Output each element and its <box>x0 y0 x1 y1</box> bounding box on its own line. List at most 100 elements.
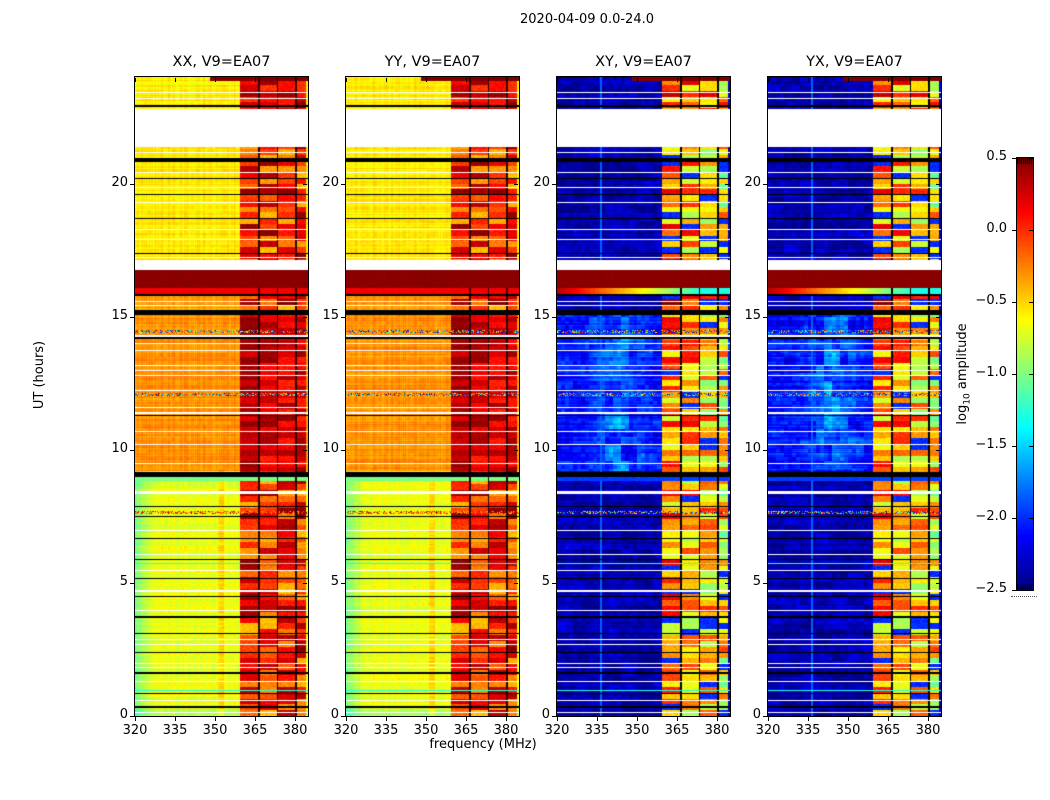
y-tick-label: 0 <box>752 707 761 722</box>
colorbar-tick-mark <box>1012 446 1017 447</box>
y-axis-label: UT (hours) <box>32 341 48 409</box>
x-tick-mark <box>506 717 507 721</box>
y-axis-label-text: UT (hours) <box>32 340 48 410</box>
y-tick-mark-right <box>936 716 940 717</box>
x-tick-mark <box>386 717 387 721</box>
y-tick-mark-right <box>936 583 940 584</box>
x-tick-mark <box>426 717 427 721</box>
x-tick-label: 320 <box>122 723 148 738</box>
colorbar-tick-label: −0.5 <box>975 293 1007 308</box>
y-tick-mark-right <box>514 317 518 318</box>
x-tick-label: 335 <box>373 723 399 738</box>
colorbar-tick-mark-inner <box>1029 590 1033 591</box>
y-tick-label: 0 <box>541 707 550 722</box>
x-tick-mark-top <box>808 78 809 82</box>
x-tick-label: 335 <box>795 723 821 738</box>
colorbar-label-post: amplitude <box>954 323 970 394</box>
y-tick-mark <box>763 317 767 318</box>
x-tick-mark <box>677 717 678 721</box>
y-tick-label: 10 <box>533 441 550 456</box>
y-tick-mark <box>552 716 556 717</box>
x-tick-label: 320 <box>333 723 359 738</box>
y-tick-mark <box>763 184 767 185</box>
colorbar-underflow-dots <box>1011 596 1037 597</box>
x-tick-label: 350 <box>624 723 650 738</box>
x-tick-label: 350 <box>835 723 861 738</box>
heatmap-panel-xx <box>134 76 309 717</box>
colorbar-tick-mark-inner <box>1029 302 1033 303</box>
x-tick-mark <box>717 717 718 721</box>
x-tick-label: 350 <box>413 723 439 738</box>
x-tick-label: 335 <box>162 723 188 738</box>
heatmap-yx-canvas <box>768 77 941 716</box>
y-tick-label: 15 <box>744 308 761 323</box>
colorbar-tick-mark <box>1012 302 1017 303</box>
x-tick-mark-top <box>215 78 216 82</box>
figure-title: 2020-04-09 0.0-24.0 <box>520 12 654 27</box>
x-tick-mark <box>466 717 467 721</box>
y-tick-label: 5 <box>119 574 128 589</box>
y-tick-label: 10 <box>744 441 761 456</box>
y-tick-mark <box>763 716 767 717</box>
y-tick-mark <box>341 184 345 185</box>
y-tick-label: 10 <box>322 441 339 456</box>
x-tick-label: 365 <box>875 723 901 738</box>
x-tick-mark <box>255 717 256 721</box>
x-tick-mark-top <box>637 78 638 82</box>
colorbar-tick-mark-inner <box>1029 518 1033 519</box>
x-tick-mark-top <box>557 78 558 82</box>
y-tick-mark <box>341 450 345 451</box>
x-tick-mark-top <box>928 78 929 82</box>
x-tick-mark <box>808 717 809 721</box>
y-tick-mark-right <box>303 317 307 318</box>
x-tick-label: 335 <box>584 723 610 738</box>
y-tick-label: 15 <box>322 308 339 323</box>
y-tick-mark-right <box>514 583 518 584</box>
y-tick-label: 0 <box>330 707 339 722</box>
y-tick-mark <box>763 583 767 584</box>
y-tick-label: 15 <box>111 308 128 323</box>
colorbar-tick-mark <box>1012 518 1017 519</box>
x-tick-mark-top <box>255 78 256 82</box>
x-tick-mark-top <box>175 78 176 82</box>
y-tick-mark <box>341 716 345 717</box>
colorbar-tick-mark-inner <box>1029 230 1033 231</box>
colorbar-tick-mark <box>1012 590 1017 591</box>
y-tick-label: 5 <box>752 574 761 589</box>
x-tick-label: 380 <box>704 723 730 738</box>
y-tick-mark <box>341 317 345 318</box>
panel-title-xy: XY, V9=EA07 <box>595 54 692 70</box>
x-tick-mark-top <box>135 78 136 82</box>
colorbar-tick-mark-inner <box>1029 158 1033 159</box>
y-tick-mark <box>130 716 134 717</box>
y-tick-mark-right <box>303 716 307 717</box>
colorbar-tick-mark <box>1012 374 1017 375</box>
x-tick-label: 365 <box>664 723 690 738</box>
y-tick-label: 20 <box>744 175 761 190</box>
y-tick-mark-right <box>514 450 518 451</box>
y-tick-label: 10 <box>111 441 128 456</box>
heatmap-xy-canvas <box>557 77 730 716</box>
x-tick-label: 320 <box>544 723 570 738</box>
y-tick-mark-right <box>514 184 518 185</box>
y-tick-mark-right <box>725 317 729 318</box>
y-tick-mark <box>130 317 134 318</box>
y-tick-mark-right <box>936 450 940 451</box>
y-tick-label: 20 <box>111 175 128 190</box>
y-tick-mark <box>552 184 556 185</box>
x-tick-mark-top <box>848 78 849 82</box>
x-tick-mark-top <box>597 78 598 82</box>
panel-title-yx: YX, V9=EA07 <box>806 54 903 70</box>
x-tick-mark <box>597 717 598 721</box>
heatmap-xx-canvas <box>135 77 308 716</box>
x-tick-mark <box>295 717 296 721</box>
y-tick-mark-right <box>303 184 307 185</box>
y-tick-label: 5 <box>541 574 550 589</box>
x-tick-mark-top <box>295 78 296 82</box>
y-tick-label: 5 <box>330 574 339 589</box>
x-tick-mark-top <box>768 78 769 82</box>
x-tick-mark <box>175 717 176 721</box>
y-tick-mark <box>130 583 134 584</box>
y-tick-mark <box>552 450 556 451</box>
